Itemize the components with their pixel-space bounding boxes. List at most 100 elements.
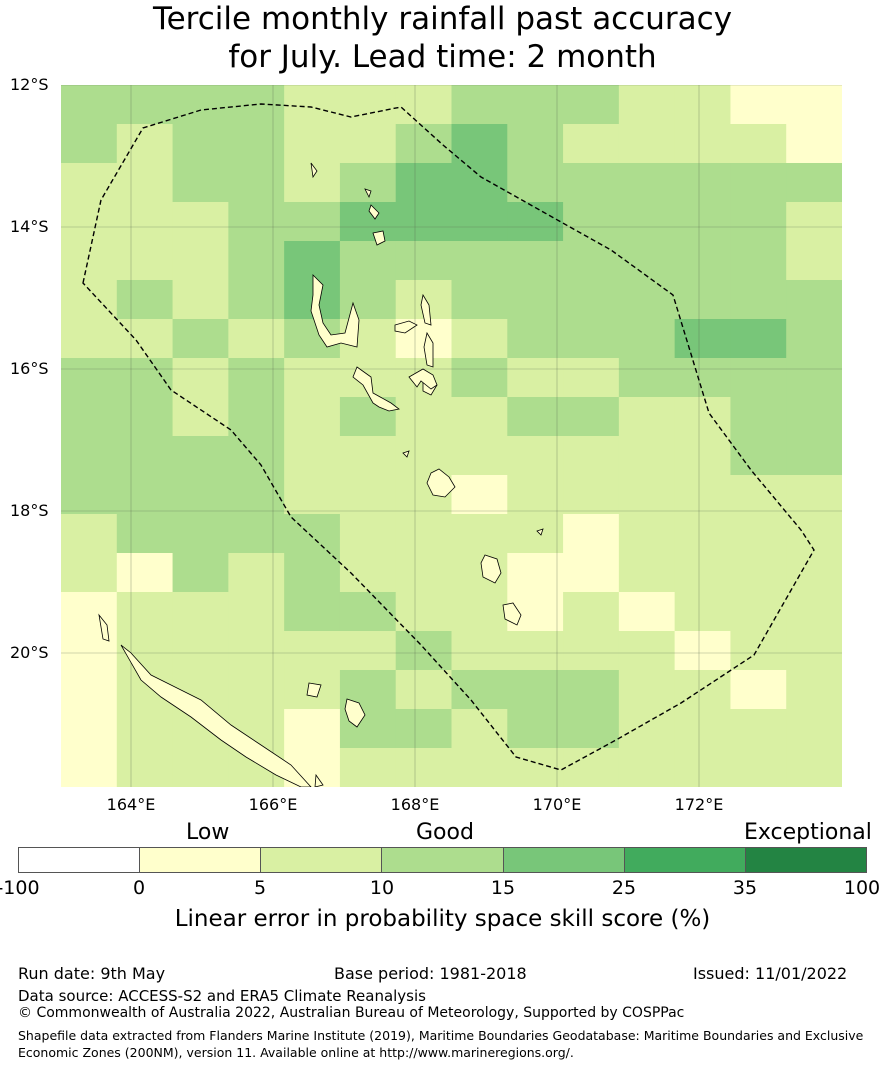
skill-cell <box>730 358 787 398</box>
skill-cell <box>451 319 508 359</box>
skill-cell <box>507 280 564 320</box>
run-date: Run date: 9th May <box>18 964 166 983</box>
skill-cell <box>563 436 620 476</box>
eez-boundary <box>82 103 815 771</box>
skill-cell <box>563 475 620 515</box>
skill-cell <box>228 631 285 671</box>
skill-cell <box>172 553 229 593</box>
colorbar-category-exceptional: Exceptional <box>744 820 872 845</box>
skill-cell <box>563 553 620 593</box>
island-espiritu-santo <box>310 274 360 348</box>
skill-cell <box>172 514 229 554</box>
skill-cell <box>507 163 564 203</box>
skill-cell <box>228 475 285 515</box>
skill-cell <box>674 85 731 125</box>
colorbar-segment <box>261 848 383 872</box>
skill-cell <box>172 280 229 320</box>
skill-cell <box>116 85 174 125</box>
skill-cell <box>730 514 787 554</box>
skill-cell <box>730 748 787 787</box>
skill-cell <box>116 202 174 242</box>
skill-cell <box>451 436 508 476</box>
skill-cell <box>116 163 174 203</box>
skill-cell <box>730 397 787 437</box>
skill-cell <box>228 319 285 359</box>
skill-cell <box>61 670 118 710</box>
skill-cell <box>61 397 118 437</box>
skill-cell <box>339 280 397 320</box>
skill-cell <box>674 709 731 749</box>
skill-cell <box>786 280 842 320</box>
skill-cell <box>116 592 174 632</box>
skill-cell <box>674 475 731 515</box>
title-line-2: for July. Lead time: 2 month <box>228 39 657 75</box>
skill-cell <box>116 358 174 398</box>
skill-cell <box>451 163 508 203</box>
skill-cell <box>228 514 285 554</box>
lat-label-20s: 20°S <box>10 643 49 662</box>
island-erromango <box>426 468 456 498</box>
skill-cell <box>172 163 229 203</box>
skill-cell <box>395 748 452 787</box>
skill-cell <box>451 202 508 242</box>
skill-cell <box>451 241 508 281</box>
lon-label-164e: 164°E <box>106 795 156 814</box>
skill-cell <box>507 124 564 164</box>
colorbar-tick: 5 <box>253 877 267 899</box>
skill-cell <box>730 631 787 671</box>
skill-cell <box>507 553 564 593</box>
lon-label-166e: 166°E <box>248 795 298 814</box>
skill-cell <box>61 319 118 359</box>
data-source: Data source: ACCESS-S2 and ERA5 Climate … <box>18 987 426 1005</box>
skill-cell <box>674 631 731 671</box>
skill-cell <box>507 319 564 359</box>
island-torba <box>364 188 372 199</box>
skill-cell <box>395 631 452 671</box>
skill-cell <box>507 397 564 437</box>
skill-cell <box>451 670 508 710</box>
skill-cell <box>563 358 620 398</box>
colorbar-tick: 0 <box>132 877 146 899</box>
colorbar-tick: 35 <box>732 877 758 899</box>
skill-cell <box>674 514 731 554</box>
skill-cell <box>339 202 397 242</box>
skill-cell <box>339 475 397 515</box>
skill-cell <box>563 592 620 632</box>
skill-cell <box>786 670 842 710</box>
skill-cell <box>563 397 620 437</box>
skill-cell <box>674 163 731 203</box>
skill-cell <box>395 397 452 437</box>
skill-cell <box>172 241 229 281</box>
skill-cell <box>507 748 564 787</box>
island-belep <box>98 613 110 642</box>
skill-cell <box>228 358 285 398</box>
skill-cell <box>172 436 229 476</box>
skill-cell <box>563 748 620 787</box>
skill-cell <box>116 280 174 320</box>
skill-cell <box>730 553 787 593</box>
skill-cell <box>451 631 508 671</box>
lat-label-16s: 16°S <box>10 359 49 378</box>
skill-cell <box>228 202 285 242</box>
skill-cell <box>451 397 508 437</box>
skill-cell <box>116 748 174 787</box>
colorbar-category-good: Good <box>416 820 474 845</box>
skill-cell <box>228 592 285 632</box>
island-banks-2 <box>372 230 386 246</box>
skill-cell <box>730 436 787 476</box>
skill-cell <box>61 163 118 203</box>
skill-map <box>61 85 842 787</box>
skill-cell <box>61 85 118 125</box>
skill-cell <box>228 397 285 437</box>
skill-cell <box>451 124 508 164</box>
skill-cell <box>674 436 731 476</box>
skill-cell <box>730 670 787 710</box>
skill-cell <box>618 202 676 242</box>
skill-cell <box>563 319 620 359</box>
skill-cell <box>563 631 620 671</box>
base-period: Base period: 1981-2018 <box>334 964 527 983</box>
skill-cell <box>61 553 118 593</box>
skill-cell <box>786 709 842 749</box>
skill-cell <box>451 709 508 749</box>
skill-cell <box>618 475 676 515</box>
